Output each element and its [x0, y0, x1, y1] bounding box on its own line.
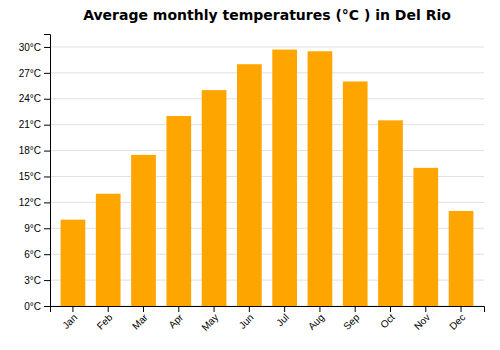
x-tick-mark [355, 306, 356, 312]
x-tick: Sep [341, 306, 362, 332]
y-tick: 30°C [19, 42, 50, 53]
y-tick-label: 27°C [19, 68, 41, 79]
bar [272, 50, 297, 306]
bar [343, 81, 368, 306]
bar [308, 51, 333, 306]
y-tick-mark [44, 254, 50, 255]
y-axis-line [44, 35, 51, 307]
x-axis: Jan Feb Mar Apr May Jun Jul Aug Sep Oct Nov Dec [51, 306, 485, 333]
y-tick: 6°C [24, 249, 50, 260]
y-tick-label: 24°C [19, 93, 41, 104]
x-tick: Nov [412, 306, 432, 332]
x-tick-mark [284, 306, 285, 312]
y-tick-mark [44, 176, 50, 177]
title: Average monthly temperatures (°C ) in De… [83, 7, 451, 23]
y-tick: 18°C [19, 145, 50, 156]
x-tick-label: Jan [60, 312, 79, 331]
bar [96, 194, 121, 306]
x-tick-mark [249, 306, 250, 312]
y-tick: 12°C [19, 197, 50, 208]
x-tick-mark [319, 306, 320, 312]
grid [50, 47, 484, 306]
y-tick-mark [44, 306, 50, 307]
x-tick-label: Jul [274, 312, 291, 329]
x-tick: Apr [166, 306, 185, 330]
x-tick: Oct [378, 306, 397, 330]
y-tick-mark [44, 202, 50, 203]
x-tick: May [199, 306, 220, 333]
bar [378, 120, 403, 306]
x-tick-label: Mar [130, 311, 150, 331]
y-tick-label: 3°C [24, 275, 41, 286]
chart: 0°C 3°C 6°C 9°C 12°C 15°C 18°C 21°C 24°C 27°C 30°C… [0, 0, 500, 350]
bars [61, 50, 474, 306]
grid-line [50, 46, 484, 47]
y-tick-label: 12°C [19, 197, 41, 208]
y-tick: 21°C [19, 119, 50, 130]
x-tick-label: Nov [412, 312, 432, 332]
grid-line [50, 98, 484, 99]
x-tick-mark [72, 306, 73, 312]
x-tick-mark [461, 306, 462, 312]
x-tick-mark [143, 306, 144, 312]
bar [237, 64, 262, 306]
x-tick: Aug [306, 306, 326, 332]
x-tick-label: Jun [237, 312, 256, 331]
bar [413, 168, 438, 306]
x-tick-label: May [199, 312, 220, 333]
x-tick-label: Apr [166, 311, 185, 330]
y-tick-label: 9°C [24, 223, 41, 234]
bar [61, 220, 86, 306]
plot: 0°C 3°C 6°C 9°C 12°C 15°C 18°C 21°C 24°C 27°C 30°C… [19, 35, 485, 333]
bar [202, 90, 227, 306]
y-tick-mark [44, 228, 50, 229]
y-tick-label: 30°C [19, 42, 41, 53]
y-tick: 24°C [19, 93, 50, 104]
y-tick-mark [44, 280, 50, 281]
bar [449, 211, 474, 306]
y-tick: 3°C [24, 275, 50, 286]
bar [131, 155, 156, 306]
x-tick: Jan [60, 306, 79, 331]
x-tick-label: Aug [306, 312, 326, 332]
x-tick-mark [214, 306, 215, 312]
y-tick: 0°C [24, 301, 50, 312]
x-tick-label: Feb [95, 311, 115, 331]
y-tick-label: 18°C [19, 145, 41, 156]
x-axis-line [51, 307, 485, 313]
y-tick-mark [44, 99, 50, 100]
y-tick-mark [44, 73, 50, 74]
y-tick-mark [44, 151, 50, 152]
x-tick: Jun [237, 306, 256, 331]
y-tick: 27°C [19, 68, 50, 79]
x-tick-label: Sep [341, 311, 362, 332]
grid-line [50, 72, 484, 73]
x-tick-label: Oct [378, 312, 397, 331]
x-tick-mark [390, 306, 391, 312]
x-tick: Feb [95, 306, 115, 332]
grid-line [50, 150, 484, 151]
bar [166, 116, 191, 306]
x-tick-mark [178, 306, 179, 312]
y-tick-mark [44, 125, 50, 126]
x-tick: Dec [447, 306, 467, 332]
y-tick-mark [44, 47, 50, 48]
y-axis: 0°C 3°C 6°C 9°C 12°C 15°C 18°C 21°C 24°C 27°C 30°C [19, 35, 51, 312]
y-tick-label: 6°C [24, 249, 41, 260]
grid-line [50, 124, 484, 125]
x-tick: Mar [130, 306, 150, 332]
x-tick-mark [108, 306, 109, 312]
x-tick-label: Dec [447, 312, 467, 332]
y-tick-label: 21°C [19, 119, 41, 130]
x-tick-mark [425, 306, 426, 312]
x-tick: Jul [274, 306, 291, 328]
y-tick: 9°C [24, 223, 50, 234]
y-tick-label: 15°C [19, 171, 41, 182]
y-tick-label: 0°C [24, 301, 41, 312]
y-tick: 15°C [19, 171, 50, 182]
